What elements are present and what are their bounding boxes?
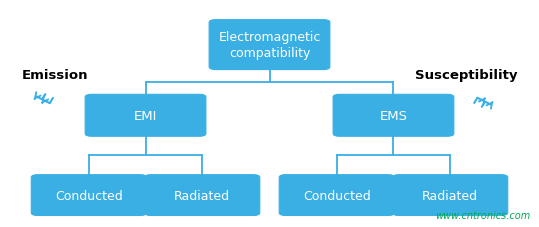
Text: EMI: EMI bbox=[134, 109, 157, 122]
Text: EMS: EMS bbox=[379, 109, 407, 122]
FancyBboxPatch shape bbox=[279, 175, 395, 216]
Text: Emission: Emission bbox=[22, 68, 88, 81]
Text: Conducted: Conducted bbox=[303, 189, 371, 202]
FancyBboxPatch shape bbox=[209, 21, 330, 70]
Text: www.cntronics.com: www.cntronics.com bbox=[436, 210, 531, 220]
Text: Radiated: Radiated bbox=[174, 189, 230, 202]
FancyBboxPatch shape bbox=[31, 175, 147, 216]
FancyBboxPatch shape bbox=[333, 95, 454, 137]
Text: Conducted: Conducted bbox=[55, 189, 123, 202]
FancyBboxPatch shape bbox=[85, 95, 206, 137]
Text: Electromagnetic
compatibility: Electromagnetic compatibility bbox=[218, 31, 321, 60]
Text: Susceptibility: Susceptibility bbox=[415, 68, 517, 81]
Text: Radiated: Radiated bbox=[422, 189, 478, 202]
FancyBboxPatch shape bbox=[144, 175, 260, 216]
FancyBboxPatch shape bbox=[392, 175, 508, 216]
